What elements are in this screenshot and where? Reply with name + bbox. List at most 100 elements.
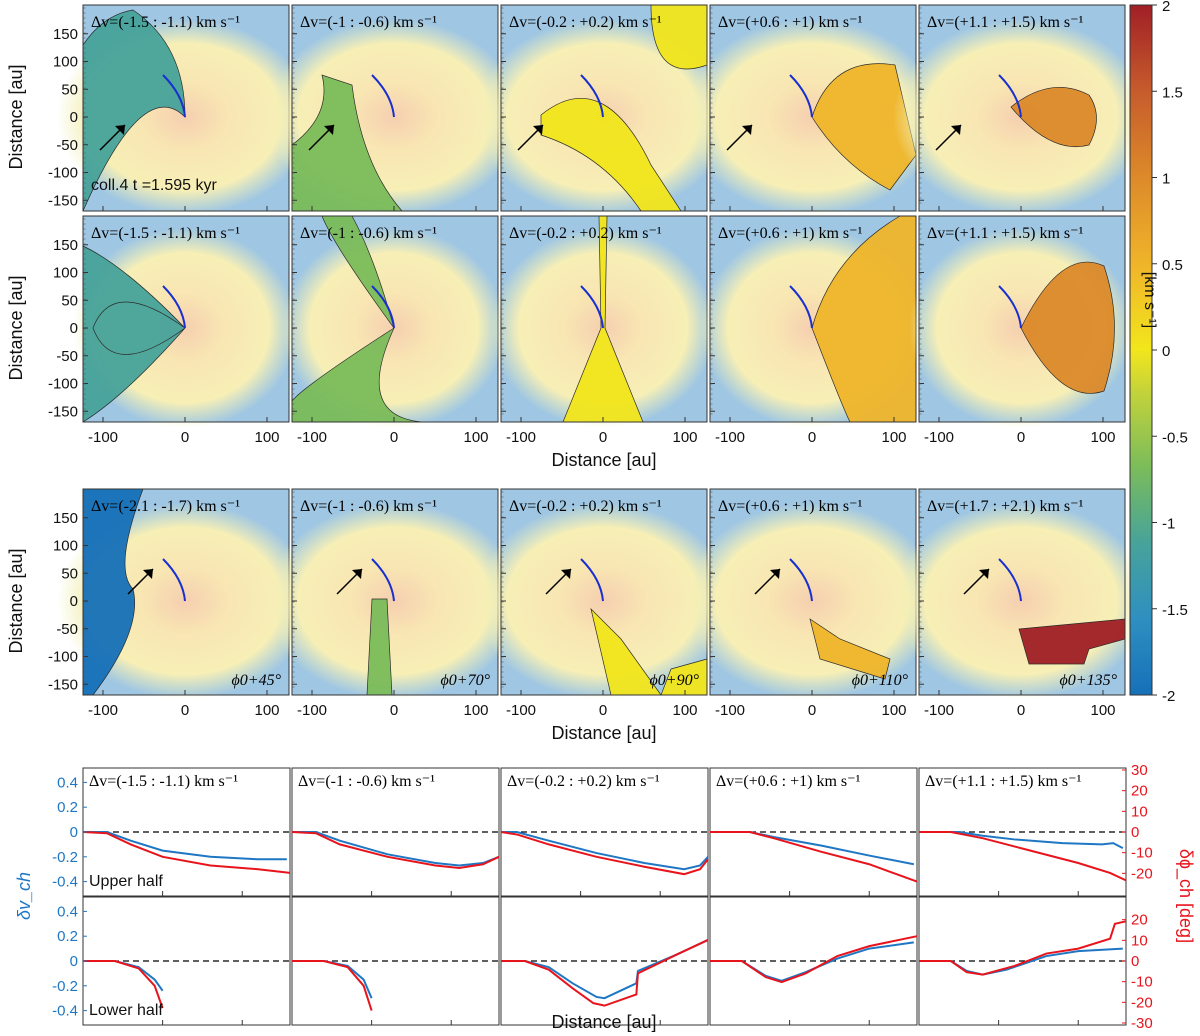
x-tick-label: 50 — [781, 1034, 798, 1036]
line-panel: 0 50 100 — [706, 896, 918, 1036]
arrow-head — [115, 125, 125, 135]
y-tick-label: 150 — [53, 237, 78, 254]
y-tick-label: 150 — [53, 510, 78, 527]
velocity-contour — [162, 285, 186, 329]
delta-v-line — [501, 831, 709, 871]
right-y-tick-label: 0 — [1131, 953, 1139, 970]
x-tick-label: 100 — [254, 702, 279, 719]
velocity-contour — [789, 558, 813, 602]
y-tick-label: 0 — [70, 109, 78, 126]
left-y-tick-label: -0.4 — [52, 874, 78, 891]
velocity-contour — [371, 74, 395, 118]
map-row-3: 150 100 50 0 -50 -100 -150 -100 0 100 Δv=(-2.1 : -… — [6, 488, 1149, 743]
line-panel: 0 50 100 — [497, 896, 709, 1036]
line-panel-title: Δv=(+0.6 : +1) km s⁻¹ — [716, 773, 861, 790]
y-tick-label: -50 — [56, 348, 78, 365]
x-tick-label: 0 — [390, 702, 398, 719]
line-panel: Δv=(-1.5 : -1.1) km s⁻¹ Upper half 0.4 0.2 0… — [52, 767, 291, 897]
map-panel: Δv=(+0.6 : +1) km s⁻¹ — [684, 4, 940, 215]
line-panel-title: Δv=(-1 : -0.6) km s⁻¹ — [298, 773, 435, 790]
phi-label: ϕ0+110° — [852, 672, 909, 689]
line-panel: 0 50 100 — [288, 896, 500, 1036]
x-tick-label: 50 — [572, 1034, 589, 1036]
panel-title: Δv=(+1.7 : +2.1) km s⁻¹ — [927, 498, 1084, 515]
x-tick-label: 100 — [857, 1034, 882, 1036]
colorbar-tick-label: -1 — [1162, 516, 1175, 533]
line-panel: Δv=(+1.1 : +1.5) km s⁻¹ 30 20 10 0 -10 -20 — [918, 762, 1153, 897]
panel-title: Δv=(-2.1 : -1.7) km s⁻¹ — [91, 498, 240, 515]
left-y-tick-label: 0.4 — [57, 774, 78, 791]
arrow-head — [979, 569, 989, 579]
right-y-tick-label: -20 — [1131, 994, 1153, 1011]
map-panel: 150 100 50 0 -50 -100 -150 -100 0 100 Δv=(-2.1 : -… — [48, 488, 313, 719]
panel-title: Δv=(+1.1 : +1.5) km s⁻¹ — [927, 225, 1084, 242]
delta-phi-line — [292, 960, 373, 1011]
arrow-head — [742, 125, 752, 135]
panel-title: Δv=(-0.2 : +0.2) km s⁻¹ — [509, 498, 662, 515]
delta-phi-line — [710, 935, 918, 984]
y-tick-label: 100 — [53, 54, 78, 71]
velocity-contour — [580, 285, 604, 329]
map-panel: -100 0 100 Δv=(+0.6 : +1) km s⁻¹ ϕ0+110° — [684, 488, 940, 719]
map-row-1: 150 100 50 0 -50 -100 -150 Δv=(-1.5 : -1.1) km … — [6, 4, 1149, 215]
x-axis-title: Distance [au] — [551, 723, 656, 743]
left-y-tick-label: 0.2 — [57, 928, 78, 945]
colorbar-tick-label: -1.5 — [1162, 602, 1188, 619]
velocity-contour — [998, 285, 1022, 329]
panel-title: Δv=(-1 : -0.6) km s⁻¹ — [300, 14, 437, 31]
lower-half-row: Lower half0.40.20-0.2-0.4050100050100050… — [52, 896, 1153, 1036]
delta-phi-line — [501, 939, 709, 1007]
velocity-contour — [998, 558, 1022, 602]
x-tick-label: 0 — [181, 702, 189, 719]
x-tick-label: 50 — [990, 1034, 1007, 1036]
time-annotation: coll.4 t =1.595 kyr — [91, 177, 218, 194]
colorbar-tick-label: 0 — [1162, 343, 1170, 360]
arrow-head — [951, 125, 961, 135]
panel-title: Δv=(-0.2 : +0.2) km s⁻¹ — [509, 225, 662, 242]
left-y-tick-label: -0.4 — [52, 1003, 78, 1020]
channel-emission-region — [1010, 86, 1097, 148]
delta-phi-line — [82, 831, 291, 874]
right-y-tick-label: 10 — [1131, 803, 1148, 820]
y-tick-label: 100 — [53, 265, 78, 282]
velocity-contour — [580, 74, 604, 118]
velocity-contour — [371, 558, 395, 602]
x-tick-label: -100 — [715, 429, 745, 446]
left-y-tick-label: 0 — [70, 953, 78, 970]
panel-title: Δv=(-0.2 : +0.2) km s⁻¹ — [509, 14, 662, 31]
y-tick-label: -150 — [48, 676, 78, 693]
map-panel: -100 0 100 Δv=(+1.7 : +2.1) km s⁻¹ ϕ0+135° — [893, 488, 1149, 719]
y-tick-label: -100 — [48, 165, 78, 182]
y-tick-label: -100 — [48, 649, 78, 666]
panel-title: Δv=(-1 : -0.6) km s⁻¹ — [300, 225, 437, 242]
x-tick-label: 0 — [79, 1034, 87, 1036]
channel-emission-region — [291, 74, 403, 212]
x-tick-label: 100 — [672, 429, 697, 446]
colorbar-tick-label: 0.5 — [1162, 257, 1183, 274]
x-tick-label: 100 — [230, 1034, 255, 1036]
right-y-tick-label: -10 — [1131, 845, 1153, 862]
map-panel: -100 0 100 Δv=(+0.6 : +1) km s⁻¹ — [700, 215, 924, 446]
colorbar-tick-label: 1 — [1162, 171, 1170, 188]
panel-title: Δv=(+0.6 : +1) km s⁻¹ — [718, 14, 863, 31]
map-panel: -100 0 100 Δv=(-1 : -0.6) km s⁻¹ — [282, 215, 506, 446]
y-tick-label: -150 — [48, 403, 78, 420]
colorbar-tick-label: -0.5 — [1162, 429, 1188, 446]
row-label: Lower half — [89, 1002, 163, 1019]
right-y-tick-label: 30 — [1131, 762, 1148, 779]
y-tick-label: 50 — [61, 81, 78, 98]
x-tick-label: 50 — [154, 1034, 171, 1036]
line-panel-title: Δv=(+1.1 : +1.5) km s⁻¹ — [925, 773, 1082, 790]
line-panel: Δv=(-0.2 : +0.2) km s⁻¹ — [500, 767, 709, 897]
delta-v-line — [292, 831, 500, 867]
phi-label: ϕ0+135° — [1060, 672, 1118, 689]
arrow-head — [770, 569, 780, 579]
panel-title: Δv=(+0.6 : +1) km s⁻¹ — [718, 225, 863, 242]
arrow-head — [561, 569, 571, 579]
right-y-tick-label: -10 — [1131, 974, 1153, 991]
map-panel: Δv=(-1 : -0.6) km s⁻¹ — [266, 4, 522, 215]
y-axis-title: Distance [au] — [6, 275, 26, 380]
delta-phi-line — [83, 960, 164, 1009]
panel-title: Δv=(-1.5 : -1.1) km s⁻¹ — [91, 14, 240, 31]
